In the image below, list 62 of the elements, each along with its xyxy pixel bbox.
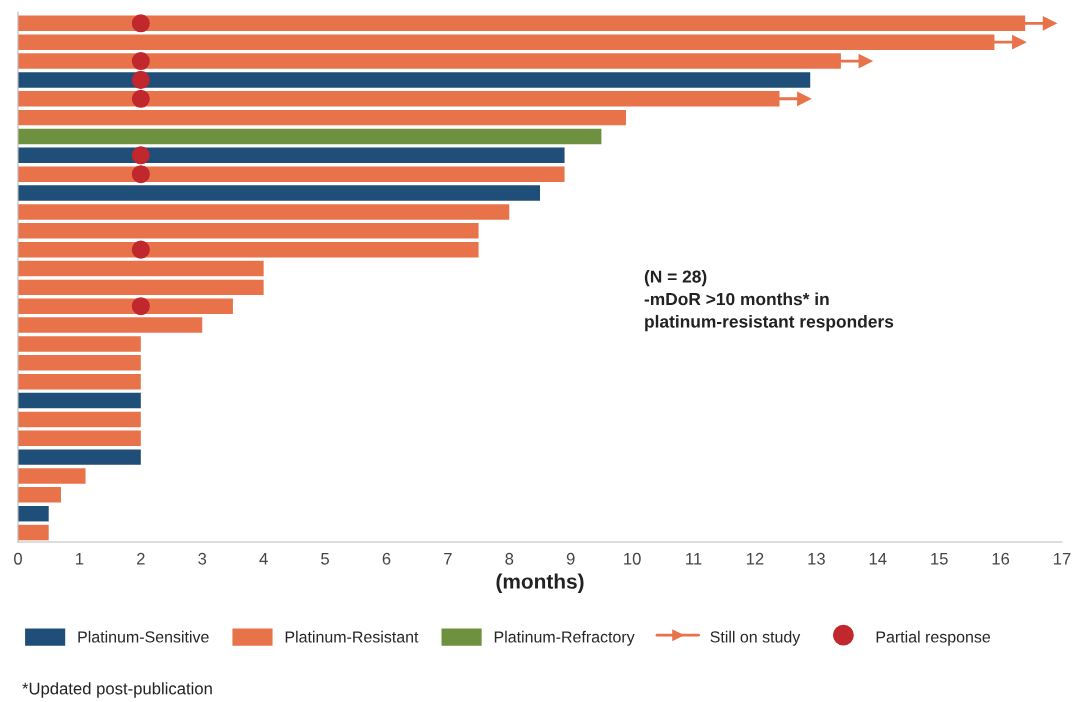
- bar: [18, 411, 141, 428]
- x-tick-label: 10: [624, 552, 641, 565]
- x-tick-label: 13: [808, 552, 825, 565]
- bar: [18, 241, 479, 258]
- x-tick-label: 7: [444, 553, 452, 565]
- x-tick-label: 0: [14, 552, 22, 565]
- legend-label: Platinum-Sensitive: [78, 630, 209, 643]
- bar: [18, 392, 141, 409]
- x-tick-label: 5: [321, 553, 329, 565]
- bar: [18, 336, 141, 352]
- bar: [18, 430, 141, 446]
- legend-label: Platinum-Refractory: [494, 630, 635, 646]
- point: [131, 240, 150, 259]
- x-tick-label: 4: [259, 553, 268, 565]
- point: [131, 14, 150, 33]
- bar: [18, 204, 510, 220]
- x-tick-label: 11: [686, 553, 702, 565]
- x-tick-label: 17: [1054, 553, 1071, 565]
- bar: [18, 223, 479, 239]
- bar: [18, 128, 602, 145]
- x-tick-label: 6: [382, 552, 391, 565]
- x-tick-label: 12: [746, 552, 764, 565]
- point: [131, 89, 150, 108]
- bar: [18, 468, 86, 484]
- bar: [18, 185, 540, 201]
- bar: [18, 279, 264, 296]
- bar: [18, 487, 61, 503]
- bar: [18, 449, 141, 465]
- bar: [18, 524, 49, 541]
- bar: [18, 72, 811, 88]
- point: [1012, 35, 1026, 50]
- x-tick-label: 3: [198, 552, 207, 565]
- x-tick-label: 14: [869, 553, 887, 565]
- text: *Updated post-publication: [22, 682, 212, 698]
- legend-label: Partial response: [876, 630, 991, 646]
- x-tick-label: 8: [505, 552, 514, 565]
- point: [858, 54, 873, 68]
- point: [797, 91, 812, 106]
- point: [131, 165, 150, 184]
- legend-label: Still on study: [710, 630, 801, 646]
- x-tick-label: 16: [992, 552, 1010, 565]
- point: [131, 70, 150, 89]
- point: [131, 297, 150, 316]
- bar: [18, 260, 264, 277]
- bar: [18, 317, 203, 333]
- x-tick-label: 9: [566, 552, 575, 565]
- x-tick-label: 2: [137, 552, 145, 565]
- x-axis-title: (months): [496, 573, 584, 593]
- bar: [18, 355, 141, 371]
- x-tick-label: 15: [931, 553, 948, 565]
- bar: [18, 373, 141, 390]
- bar: [18, 109, 626, 126]
- annotation: (N = 28) -mDoR >10 months* in platinum-resistant responders: [644, 270, 894, 332]
- bar: [18, 298, 233, 314]
- point: [131, 52, 150, 71]
- point: [131, 146, 150, 165]
- x-tick-label: 1: [76, 553, 84, 565]
- bar: [18, 166, 565, 182]
- bar: [18, 147, 565, 164]
- legend-label: Platinum-Resistant: [285, 630, 419, 643]
- bar: [18, 505, 49, 522]
- point: [1042, 16, 1057, 31]
